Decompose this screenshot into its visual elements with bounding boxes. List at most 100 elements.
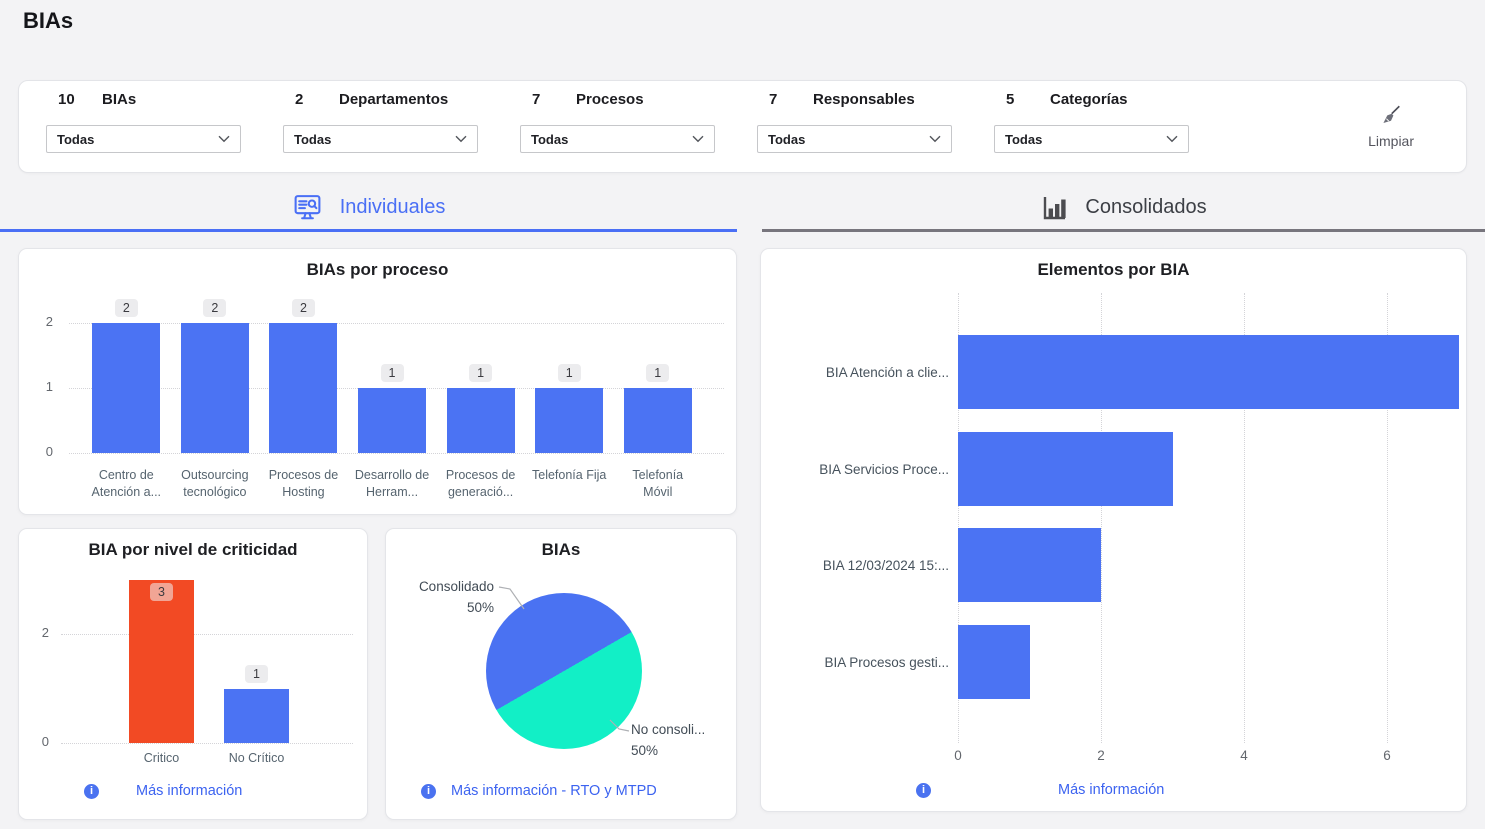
gridline [61,743,353,744]
pie-chart[interactable] [486,593,642,749]
x-axis-tick: 2 [1097,748,1105,763]
bar-category-label: BIA Procesos gesti... [824,654,949,670]
bar-5[interactable] [535,388,604,453]
monitor-search-icon [292,192,323,223]
pie-slice-label: No consoli... 50% [631,719,731,761]
broom-icon [1379,103,1403,132]
bar-4[interactable] [446,388,515,453]
gridline [1244,293,1245,743]
bar-chart-elementos-por-bia: 0 2 4 6 BIA Atención a clie... BIA Servicios … [761,249,1466,811]
gridline [61,634,353,635]
bar-category-label: BIA 12/03/2024 15:... [822,557,949,573]
bar-1[interactable] [224,688,289,743]
filter-label: Departamentos [339,91,449,108]
bar-3[interactable] [358,388,427,453]
x-axis-label: Desarrollo de Herram... [354,468,430,499]
bar-0[interactable] [129,579,194,743]
bar-0[interactable] [92,323,161,453]
filter-group-1: 2 Departamentos Todas [283,91,520,153]
x-axis-label: Procesos de Hosting [268,468,339,499]
y-axis-tick: 2 [45,314,53,329]
data-label: 1 [469,364,493,382]
x-axis-label: Outsourcing tecnológico [181,468,249,499]
more-info-link-elementos[interactable]: Más información [1058,782,1165,798]
filter-group-2: 7 Procesos Todas [520,91,757,153]
filter-count: 5 [1006,91,1015,108]
data-label: 2 [291,299,315,317]
chevron-down-icon [218,135,230,143]
bar-chart-icon [1040,194,1068,222]
bar-2[interactable] [269,323,338,453]
data-label: 1 [380,364,404,382]
filter-count: 7 [769,91,778,108]
chart-card-elementos-por-bia: Elementos por BIA 0 2 4 6 BIA Atención a cli… [760,248,1467,812]
filter-count: 10 [58,91,75,108]
filter-header: 10 BIAs [46,91,283,117]
filter-label: BIAs [102,91,137,108]
filter-dropdown-1[interactable]: Todas [283,125,478,153]
bar-column: 2 [171,249,260,453]
chart-footer: i Más información [84,783,242,799]
bar-column: 1 [613,249,702,453]
page-title: BIAs [23,8,74,33]
y-axis-tick: 0 [41,734,49,749]
chart-footer: i Más información - RTO y MTPD [421,783,657,799]
bars-area: 2 2 2 1 1 1 1 [82,249,702,453]
tab-individuales[interactable]: Individuales [0,185,737,230]
pie-slice-pct: 50% [631,743,659,758]
clear-filters-button[interactable]: Limpiar [1368,103,1414,149]
more-info-link-rto-mtpd[interactable]: Más información - RTO y MTPD [451,783,657,799]
filter-group-0: 10 BIAs Todas [46,91,283,153]
filter-bar: 10 BIAs Todas 2 Departamentos Todas 7 Procesos T… [18,80,1467,173]
x-axis-tick: 6 [1383,748,1391,763]
bar-1[interactable] [180,323,249,453]
tab-indicator-active [0,229,737,232]
data-label: 2 [114,299,138,317]
filter-label: Procesos [576,91,644,108]
chart-title: BIA por nivel de criticidad [88,540,298,559]
filter-dropdown-2[interactable]: Todas [520,125,715,153]
filter-dropdown-4[interactable]: Todas [994,125,1189,153]
more-info-link-criticidad[interactable]: Más información [136,783,243,799]
bar-category-label: BIA Servicios Proce... [819,461,949,477]
bar-6[interactable] [623,388,692,453]
x-axis-tick: 4 [1240,748,1248,763]
filter-group-4: 5 Categorías Todas [994,91,1231,153]
data-label: 1 [646,364,670,382]
filter-dropdown-0[interactable]: Todas [46,125,241,153]
data-label: 1 [245,664,268,683]
bar-column: 1 [525,249,614,453]
tab-indicator-inactive [762,229,1485,232]
chart-title: Elementos por BIA [1037,260,1190,279]
x-axis-label: Critico [143,751,180,765]
chart-card-bias-por-proceso: BIAs por proceso 0 1 2 2 2 2 1 1 1 1 Centro de Ate… [18,248,737,515]
y-axis-tick: 1 [45,379,53,394]
x-axis-labels: Centro de Atención a... Outsourcing tecno… [82,467,702,501]
x-axis-labels: Critico No Crítico [114,750,304,767]
filter-bar-groups: 10 BIAs Todas 2 Departamentos Todas 7 Procesos T… [46,91,1231,153]
y-axis-tick: 0 [45,444,53,459]
filter-dropdown-3[interactable]: Todas [757,125,952,153]
bar-3[interactable] [958,625,1030,699]
chevron-down-icon [929,135,941,143]
chart-title: BIAs por proceso [306,260,449,279]
info-icon[interactable]: i [916,782,931,798]
filter-dropdown-value: Todas [768,131,806,147]
bar-chart-bias-por-proceso: 0 1 2 2 2 2 1 1 1 1 Centro de Atención a... Outsour… [19,249,736,514]
chevron-down-icon [455,135,467,143]
pie-slice-pct: 50% [466,600,494,615]
pie-slice-name: No consoli... [631,722,706,737]
filter-dropdown-value: Todas [1005,131,1043,147]
bar-0[interactable] [958,335,1459,409]
tab-consolidados-label: Consolidados [1085,196,1207,218]
filter-header: 5 Categorías [994,91,1231,117]
view-tabs: Individuales Consolidados [0,185,1485,233]
bar-1[interactable] [958,432,1173,506]
filter-dropdown-value: Todas [294,131,332,147]
info-icon[interactable]: i [421,783,436,799]
gridline [69,453,724,454]
bar-2[interactable] [958,528,1101,602]
info-icon[interactable]: i [84,783,99,799]
x-axis-label: Centro de Atención a... [91,468,162,499]
tab-consolidados[interactable]: Consolidados [762,185,1485,230]
